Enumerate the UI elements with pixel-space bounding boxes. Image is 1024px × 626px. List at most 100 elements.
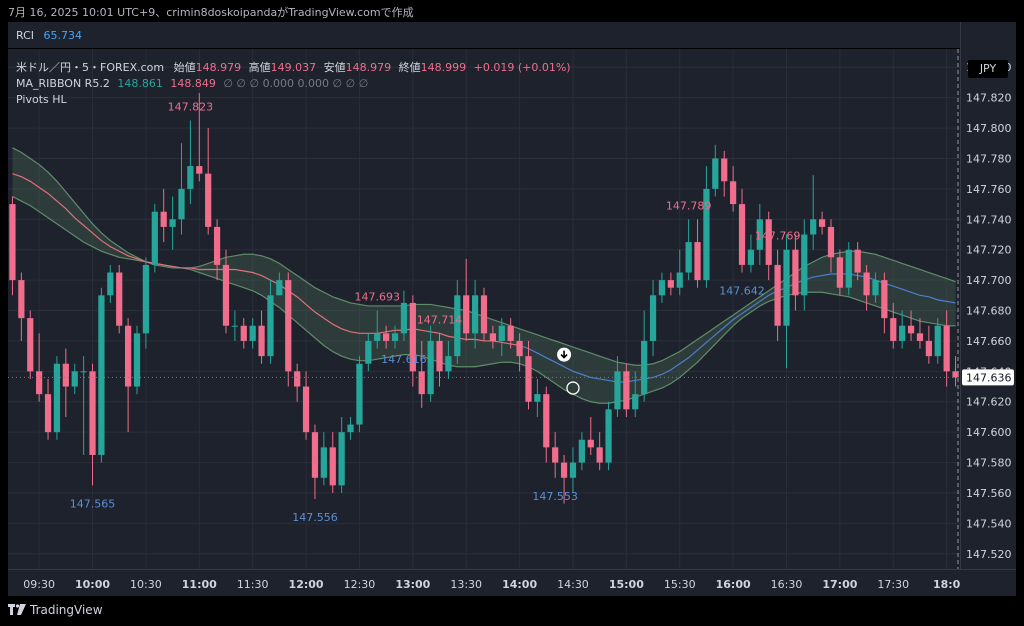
candle-body xyxy=(418,371,425,395)
candle-body xyxy=(107,272,114,296)
currency-badge[interactable]: JPY xyxy=(968,60,1008,78)
candle xyxy=(765,211,772,281)
candle xyxy=(507,318,514,349)
candle xyxy=(738,188,746,273)
time-tick-label: 10:00 xyxy=(75,578,110,591)
candle xyxy=(62,348,69,417)
high-label: 高値 xyxy=(248,61,271,74)
candle xyxy=(53,356,61,440)
pivot-high-label: 147.769 xyxy=(755,230,801,243)
candle xyxy=(116,264,123,334)
price-tick-label: 147.740 xyxy=(966,213,1012,226)
rci-pane[interactable]: RCI 65.734 xyxy=(8,22,960,48)
candle-body xyxy=(587,439,594,448)
candle-body xyxy=(498,325,505,341)
price-tick-label: 147.700 xyxy=(966,274,1012,287)
candle xyxy=(9,196,16,296)
pivot-high-label: 147.789 xyxy=(666,199,712,212)
time-tick-label: 11:00 xyxy=(182,578,217,591)
candle xyxy=(436,333,443,387)
candle-body xyxy=(925,340,932,357)
candle xyxy=(605,401,612,471)
candle-body xyxy=(801,234,808,296)
candle-body xyxy=(391,333,399,341)
candle-body xyxy=(133,333,141,387)
low-value: 148.979 xyxy=(345,61,392,74)
candlestick-chart[interactable]: 147.823 147.565 147.693 147.556 147.714 147.6… xyxy=(8,49,960,569)
candle xyxy=(454,280,461,364)
price-tick-label: 147.600 xyxy=(966,426,1012,439)
time-axis[interactable]: 09:30 10:00 10:30 11:00 11:30 12:00 12:30 13:00… xyxy=(8,569,1016,596)
candle-body xyxy=(320,447,327,478)
candle-body xyxy=(676,272,683,288)
candle xyxy=(641,310,648,402)
candle-body xyxy=(907,325,915,334)
candle-body xyxy=(569,462,577,478)
candle xyxy=(632,371,639,417)
ribbon-value-1: 148.861 xyxy=(117,77,163,90)
candle xyxy=(560,454,568,504)
price-tick-label: 147.620 xyxy=(966,396,1012,409)
candle xyxy=(463,258,470,341)
candle xyxy=(569,447,577,493)
candle xyxy=(525,340,532,410)
candle xyxy=(489,325,497,349)
ribbon-value-2: 148.849 xyxy=(170,77,216,90)
candle-body xyxy=(783,249,790,326)
candle xyxy=(685,219,692,281)
candle xyxy=(445,340,452,379)
candle-body xyxy=(445,356,452,372)
candle xyxy=(178,143,185,235)
candle-body xyxy=(187,166,194,189)
time-tick-label: 15:30 xyxy=(664,578,696,591)
pivot-low-label: 147.565 xyxy=(70,497,116,510)
candle-body xyxy=(872,280,879,296)
price-axis[interactable]: 147.840147.820147.800147.780147.760147.7… xyxy=(960,22,1017,569)
candle xyxy=(213,219,221,281)
candle xyxy=(258,310,265,364)
close-label: 終値 xyxy=(398,61,421,74)
pivots-legend-row[interactable]: Pivots HL xyxy=(16,92,571,108)
price-pane[interactable]: 147.823 147.565 147.693 147.556 147.714 147.6… xyxy=(8,49,960,569)
candle xyxy=(142,257,150,349)
candle xyxy=(409,295,416,387)
low-label: 安値 xyxy=(323,61,346,74)
candle xyxy=(44,378,52,440)
tradingview-brand[interactable]: TradingView xyxy=(8,603,103,617)
time-tick-label: 15:00 xyxy=(609,578,644,591)
time-tick-label: 17:30 xyxy=(877,578,909,591)
pivot-low-label: 147.556 xyxy=(292,511,338,524)
time-tick-label: 13:30 xyxy=(450,578,482,591)
candle xyxy=(36,333,43,402)
candle xyxy=(222,249,230,334)
candle-body xyxy=(756,219,763,250)
candle xyxy=(863,264,870,311)
candle xyxy=(418,340,425,408)
candle-body xyxy=(400,302,408,334)
candle-body xyxy=(836,257,844,288)
candle-body xyxy=(89,371,96,455)
candle-body xyxy=(53,363,61,433)
brand-name: TradingView xyxy=(30,603,103,617)
candle-body xyxy=(810,219,817,235)
candle-body xyxy=(454,295,461,357)
candle xyxy=(890,302,897,349)
candle-body xyxy=(98,295,105,455)
candle-body xyxy=(685,242,692,273)
symbol-legend-row[interactable]: 米ドル／円・5・FOREX.com 始値148.979 高値149.037 安値… xyxy=(16,60,571,76)
candle-body xyxy=(881,280,888,319)
price-tick-label: 147.820 xyxy=(966,92,1012,105)
candle xyxy=(498,318,505,357)
time-tick-label: 10:30 xyxy=(130,578,162,591)
price-tick-label: 147.780 xyxy=(966,152,1012,165)
candle xyxy=(471,280,479,349)
candle xyxy=(356,356,363,433)
candle xyxy=(249,318,256,349)
ribbon-legend-row[interactable]: MA_RIBBON R5.2 148.861 148.849 ∅ ∅ ∅ 0.0… xyxy=(16,76,571,92)
candle xyxy=(596,432,603,471)
candle-body xyxy=(525,356,532,402)
candle xyxy=(71,363,78,395)
candle xyxy=(338,416,345,493)
candle-body xyxy=(916,333,924,341)
candle xyxy=(801,219,808,311)
